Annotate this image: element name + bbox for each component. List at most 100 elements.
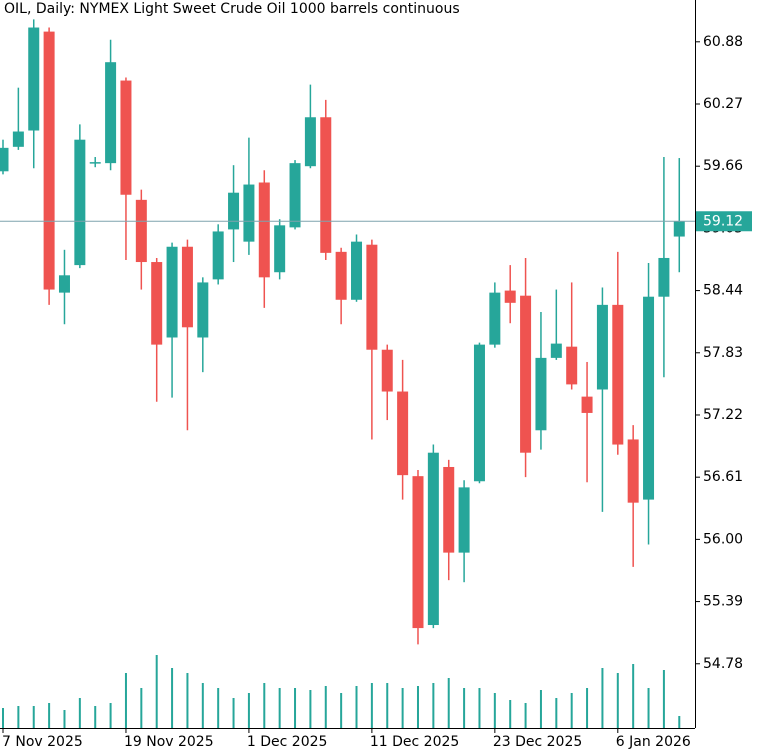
candle-body xyxy=(274,225,286,273)
volume-bar xyxy=(232,698,235,728)
candle-body xyxy=(228,192,240,230)
candle-body xyxy=(581,396,593,413)
volume-bar xyxy=(370,683,373,728)
candle-body xyxy=(381,349,393,392)
volume-bar xyxy=(386,683,389,728)
volume-bar xyxy=(48,703,51,728)
volume-bar xyxy=(493,693,496,728)
volume-bar xyxy=(662,670,665,728)
volume-bar xyxy=(263,683,266,728)
volume-bar xyxy=(78,698,81,728)
x-tick-label: 11 Dec 2025 xyxy=(370,734,459,750)
volume-bar xyxy=(340,693,343,728)
volume-bar xyxy=(678,716,681,728)
candle-body xyxy=(412,476,424,629)
y-tick-label: 55.39 xyxy=(703,594,743,610)
candle-body xyxy=(74,139,86,266)
candle-body xyxy=(258,182,270,278)
x-tick-label: 1 Dec 2025 xyxy=(247,734,328,750)
plot-area: 54.7855.3956.0056.6157.2257.8358.4459.05… xyxy=(0,19,743,750)
candle-body xyxy=(520,295,532,453)
last-price-box xyxy=(696,211,752,232)
volume-bar xyxy=(140,688,143,728)
volume-bar xyxy=(247,693,250,728)
candle-body xyxy=(243,184,255,242)
volume-bar xyxy=(124,673,127,728)
candle-body xyxy=(43,31,55,290)
candle-body xyxy=(105,62,117,164)
candle-body xyxy=(643,296,655,500)
volume-bar xyxy=(201,683,204,728)
volume-bar xyxy=(109,703,112,728)
candle-body xyxy=(212,231,224,280)
candle-body xyxy=(443,466,455,553)
candle-body xyxy=(673,221,685,237)
candle-body xyxy=(181,246,193,328)
candle-body xyxy=(366,244,378,350)
x-tick-label: 19 Nov 2025 xyxy=(124,734,214,750)
volume-bar xyxy=(309,690,312,728)
volume-bar xyxy=(294,688,297,728)
candle-body xyxy=(504,290,516,303)
volume-bar xyxy=(2,708,4,728)
candle-body xyxy=(120,80,132,195)
candle-body xyxy=(166,246,178,338)
candle-body xyxy=(596,304,608,390)
candle-body xyxy=(12,131,24,147)
volume-bar xyxy=(217,688,220,728)
candle-body xyxy=(566,346,578,385)
candle-body xyxy=(535,357,547,431)
volume-bar xyxy=(586,688,589,728)
volume-bar xyxy=(63,710,66,728)
candle-body xyxy=(0,147,9,172)
volume-bar xyxy=(94,706,97,728)
volume-bar xyxy=(478,688,481,728)
candle-body xyxy=(658,257,670,297)
candle-body xyxy=(397,391,409,476)
candle-body xyxy=(197,282,209,338)
y-tick-label: 57.83 xyxy=(703,345,743,361)
candle-body xyxy=(151,262,163,345)
volume-bar xyxy=(632,664,635,728)
volume-bar xyxy=(539,690,542,728)
volume-bar xyxy=(524,703,527,728)
candle-body xyxy=(89,162,101,164)
volume-bar xyxy=(432,683,435,728)
candle-body xyxy=(489,292,501,345)
y-tick-label: 60.27 xyxy=(703,96,743,112)
y-tick-label: 59.66 xyxy=(703,158,743,174)
volume-bar xyxy=(416,686,419,728)
x-tick-label: 7 Nov 2025 xyxy=(2,734,83,750)
volume-bar xyxy=(555,698,558,728)
candle-body xyxy=(427,452,439,626)
candle-body xyxy=(351,241,363,300)
y-tick-label: 56.61 xyxy=(703,469,743,485)
candle-body xyxy=(320,117,332,253)
candle-body xyxy=(28,27,40,131)
volume-bar xyxy=(278,688,281,728)
candle-body xyxy=(289,163,301,228)
y-tick-label: 56.00 xyxy=(703,531,743,547)
candle-body xyxy=(58,275,70,293)
volume-bar xyxy=(463,688,466,728)
volume-bar xyxy=(447,678,450,728)
volume-bar xyxy=(17,706,20,728)
volume-bar xyxy=(155,655,158,728)
y-tick-label: 54.78 xyxy=(703,656,743,672)
volume-bar xyxy=(355,686,358,728)
volume-bar xyxy=(509,700,512,728)
volume-bar xyxy=(601,668,604,728)
volume-bar xyxy=(616,673,619,728)
x-tick-label: 23 Dec 2025 xyxy=(493,734,582,750)
chart-title: OIL, Daily: NYMEX Light Sweet Crude Oil … xyxy=(4,1,460,17)
y-tick-label: 60.88 xyxy=(703,34,743,50)
volume-bar xyxy=(32,706,35,728)
y-tick-label: 57.22 xyxy=(703,407,743,423)
volume-bar xyxy=(647,688,650,728)
volume-bar xyxy=(401,688,404,728)
candle-body xyxy=(550,343,562,358)
last-price-label: 59.12 xyxy=(703,213,743,229)
y-tick-label: 58.44 xyxy=(703,283,743,299)
